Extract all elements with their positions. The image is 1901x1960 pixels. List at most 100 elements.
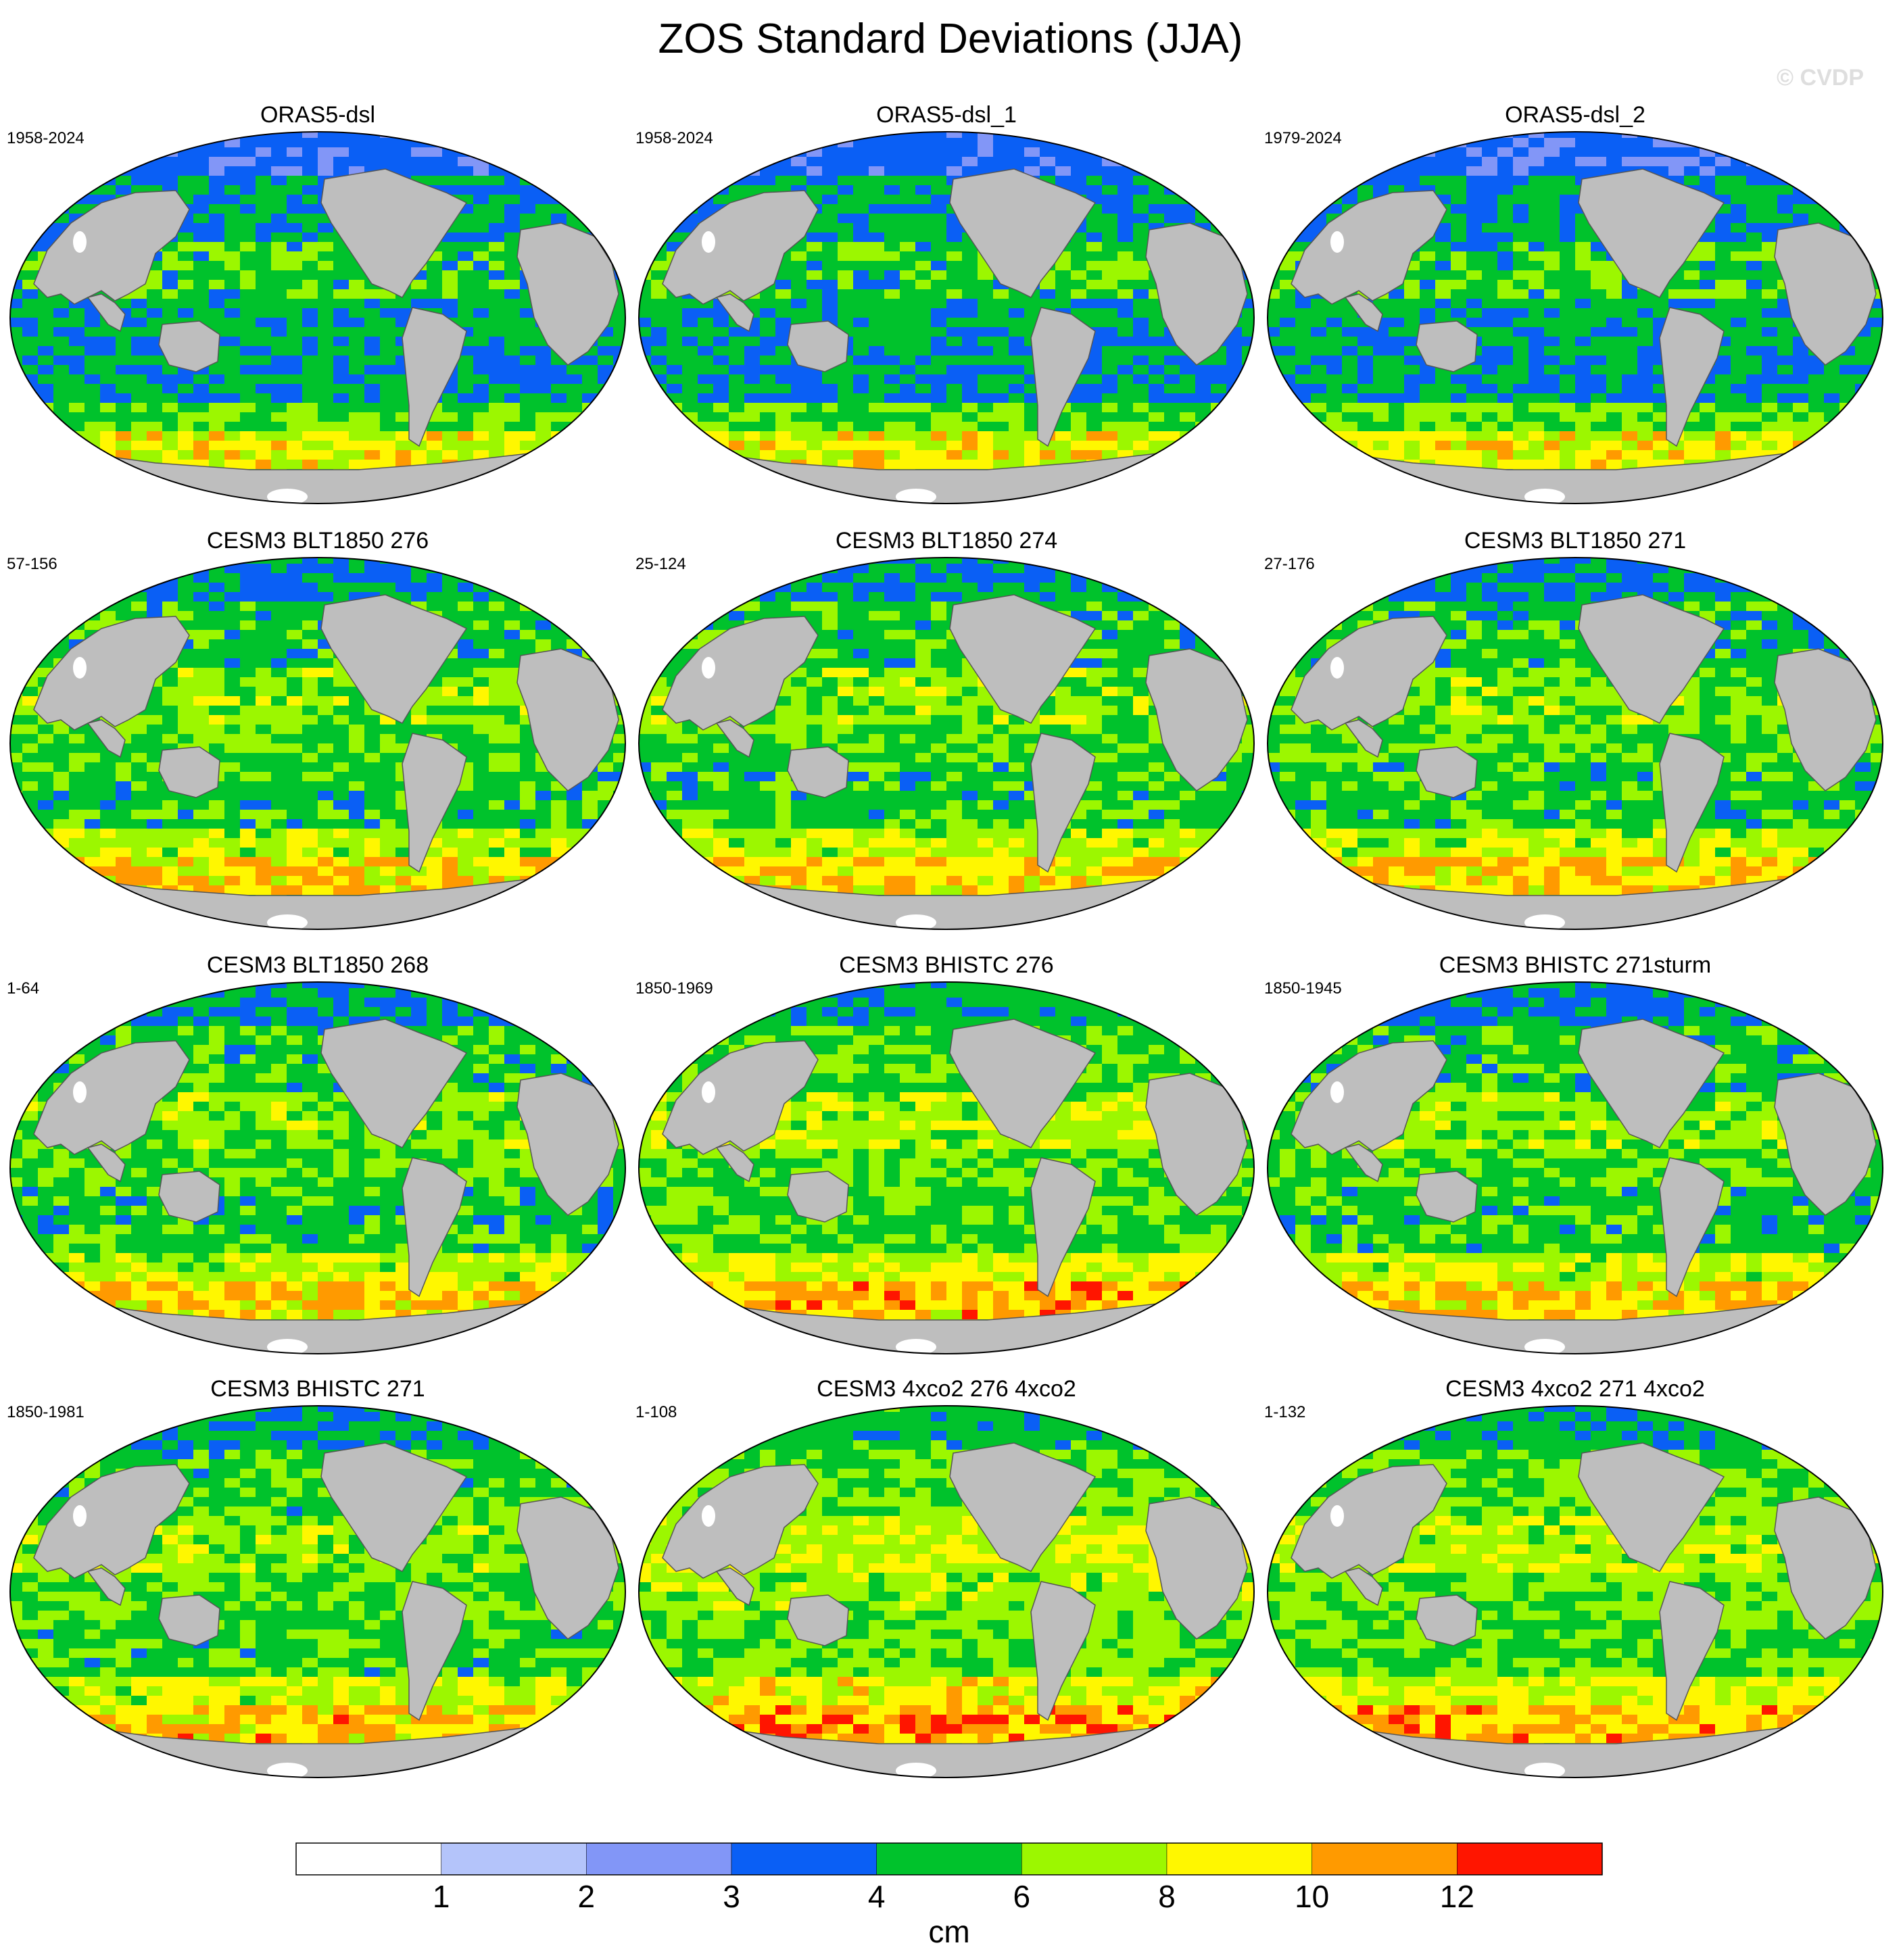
main-title: ZOS Standard Deviations (JJA): [658, 16, 1243, 62]
landmass: [402, 307, 467, 447]
ice-patch: [1330, 657, 1344, 679]
colorbar-tick-label: 4: [868, 1879, 886, 1914]
ice-shelf: [267, 1339, 308, 1354]
ice-shelf: [1524, 1763, 1565, 1778]
world-map: [9, 557, 626, 930]
panel-title: CESM3 BLT1850 274: [835, 528, 1058, 554]
colorbar-swatch: [731, 1842, 877, 1876]
landmass: [402, 733, 467, 873]
world-map: [1267, 981, 1883, 1354]
landmass: [1416, 1171, 1478, 1223]
world-map: [9, 131, 626, 504]
ice-shelf: [1524, 914, 1565, 929]
landmass: [1344, 1144, 1383, 1183]
colorbar-swatch: [295, 1842, 441, 1876]
ice-patch: [702, 231, 715, 253]
ice-patch: [73, 657, 87, 679]
colorbar-swatch: [1021, 1842, 1168, 1876]
landmass: [1659, 1157, 1725, 1298]
landmass: [787, 1594, 849, 1646]
colorbar-tick-label: 12: [1440, 1879, 1474, 1914]
landmass: [320, 1442, 468, 1572]
world-map: [638, 1405, 1255, 1778]
watermark: © CVDP: [1777, 65, 1864, 91]
map-border: [1267, 557, 1883, 930]
world-map: [638, 981, 1255, 1354]
panel-years: 1979-2024: [1264, 129, 1342, 147]
landmass: [1291, 616, 1447, 731]
landmass: [1030, 1157, 1096, 1298]
ice-patch: [702, 1081, 715, 1103]
panel-title: CESM3 BHISTC 271sturm: [1439, 952, 1712, 978]
ice-shelf: [896, 1339, 936, 1354]
colorbar-tick-label: 10: [1295, 1879, 1329, 1914]
colorbar-tick-label: 8: [1158, 1879, 1176, 1914]
panel-years: 1-64: [7, 979, 40, 998]
map-panel: CESM3 BLT1850 268 1-64: [7, 952, 629, 1357]
map-panel: CESM3 BLT1850 274 25-124: [635, 527, 1257, 933]
ice-shelf: [1524, 489, 1565, 504]
landmass: [402, 1581, 467, 1721]
ice-patch: [1330, 231, 1344, 253]
landmass: [158, 1171, 220, 1223]
landmass: [87, 1567, 126, 1607]
ice-patch: [73, 231, 87, 253]
landmass: [87, 1144, 126, 1183]
panel-years: 57-156: [7, 555, 57, 573]
panel-years: 1850-1969: [635, 979, 713, 998]
ice-shelf: [267, 914, 308, 929]
panel-years: 27-176: [1264, 555, 1315, 573]
colorbar-swatch: [1166, 1842, 1312, 1876]
colorbar-tick-label: 1: [433, 1879, 450, 1914]
landmass: [320, 168, 468, 298]
ice-shelf: [896, 914, 936, 929]
landmass: [1416, 1594, 1478, 1646]
landmass: [33, 190, 190, 305]
landmass: [320, 594, 468, 724]
world-map: [638, 131, 1255, 504]
landmass: [715, 1144, 754, 1183]
ice-patch: [73, 1505, 87, 1527]
panel-years: 1-132: [1264, 1403, 1306, 1421]
colorbar-tick-label: 6: [1013, 1879, 1031, 1914]
panel-years: 1958-2024: [635, 129, 713, 147]
map-border: [9, 981, 626, 1354]
landmass: [87, 719, 126, 758]
landmass: [87, 293, 126, 333]
ice-patch: [1330, 1505, 1344, 1527]
map-panel: CESM3 4xco2 271 4xco2 1-132: [1264, 1375, 1886, 1781]
world-map: [1267, 557, 1883, 930]
map-border: [1267, 981, 1883, 1354]
landmass: [1344, 1567, 1383, 1607]
landmass: [158, 746, 220, 798]
colorbar-swatch: [1457, 1842, 1603, 1876]
map-border: [638, 981, 1255, 1354]
map-border: [9, 131, 626, 504]
landmass: [1659, 1581, 1725, 1721]
colorbar-swatch: [586, 1842, 732, 1876]
ice-shelf: [896, 489, 936, 504]
landmass: [402, 1157, 467, 1298]
world-map: [9, 981, 626, 1354]
panel-title: CESM3 4xco2 271 4xco2: [1445, 1376, 1705, 1402]
map-panel: CESM3 BHISTC 276 1850-1969: [635, 952, 1257, 1357]
landmass: [320, 1019, 468, 1148]
landmass: [1030, 1581, 1096, 1721]
colorbar-frame: [295, 1842, 1603, 1876]
landmass: [715, 293, 754, 333]
colorbar-unit: cm: [928, 1914, 969, 1949]
landmass: [787, 1171, 849, 1223]
panel-title: ORAS5-dsl: [260, 102, 376, 128]
landmass: [1578, 1019, 1725, 1148]
landmass: [33, 1040, 190, 1155]
landmass: [715, 719, 754, 758]
world-map: [9, 1405, 626, 1778]
panel-years: 1958-2024: [7, 129, 85, 147]
panel-title: CESM3 BLT1850 268: [206, 952, 429, 978]
panel-title: CESM3 BHISTC 271: [210, 1376, 425, 1402]
landmass: [1578, 594, 1725, 724]
ice-patch: [1330, 1081, 1344, 1103]
map-panel: CESM3 BHISTC 271 1850-1981: [7, 1375, 629, 1781]
map-border: [1267, 1405, 1883, 1778]
